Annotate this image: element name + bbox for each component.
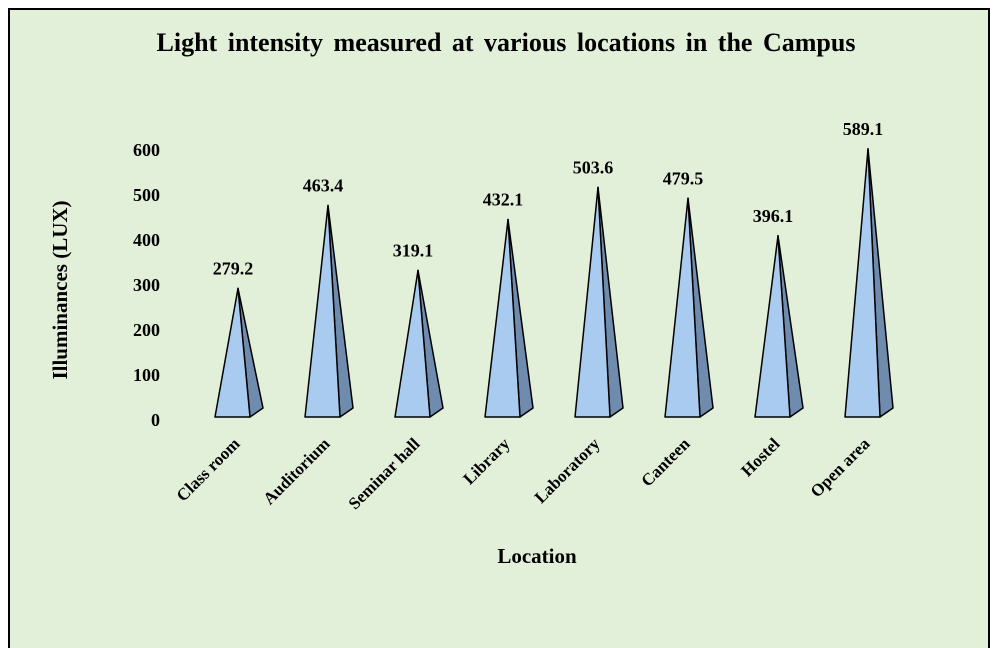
value-label: 479.5 <box>663 168 704 188</box>
x-axis-title: Location <box>497 544 577 568</box>
value-label: 396.1 <box>753 206 794 226</box>
value-label: 279.2 <box>213 258 254 278</box>
x-tick-label: Open area <box>807 434 874 501</box>
x-tick-label: Laboratory <box>531 434 604 507</box>
value-label: 432.1 <box>483 190 524 210</box>
pyramid <box>664 197 701 418</box>
y-tick-label: 400 <box>133 230 160 250</box>
value-label: 319.1 <box>393 241 434 261</box>
value-label: 463.4 <box>303 176 344 196</box>
pyramid <box>574 186 611 418</box>
y-tick-label: 500 <box>133 185 160 205</box>
x-tick-label: Auditorium <box>259 434 333 508</box>
y-tick-label: 600 <box>133 140 160 160</box>
chart-title: Light intensity measured at various loca… <box>156 28 856 57</box>
pyramid <box>754 235 791 418</box>
pyramid <box>844 148 881 418</box>
value-label: 589.1 <box>843 119 884 139</box>
x-tick-label: Canteen <box>637 434 694 491</box>
y-axis-title: Illuminances (LUX) <box>48 200 72 379</box>
y-tick-label: 0 <box>151 410 160 430</box>
value-label: 503.6 <box>573 158 614 178</box>
x-tick-label: Class room <box>173 434 244 505</box>
x-tick-label: Seminar hall <box>345 434 424 513</box>
x-tick-label: Hostel <box>737 434 783 480</box>
y-tick-label: 300 <box>133 275 160 295</box>
y-tick-label: 100 <box>133 365 160 385</box>
x-tick-label: Library <box>459 434 514 489</box>
y-tick-label: 200 <box>133 320 160 340</box>
pyramid <box>484 218 521 418</box>
pyramid <box>394 269 431 418</box>
pyramid <box>304 204 341 418</box>
pyramid <box>214 287 251 418</box>
